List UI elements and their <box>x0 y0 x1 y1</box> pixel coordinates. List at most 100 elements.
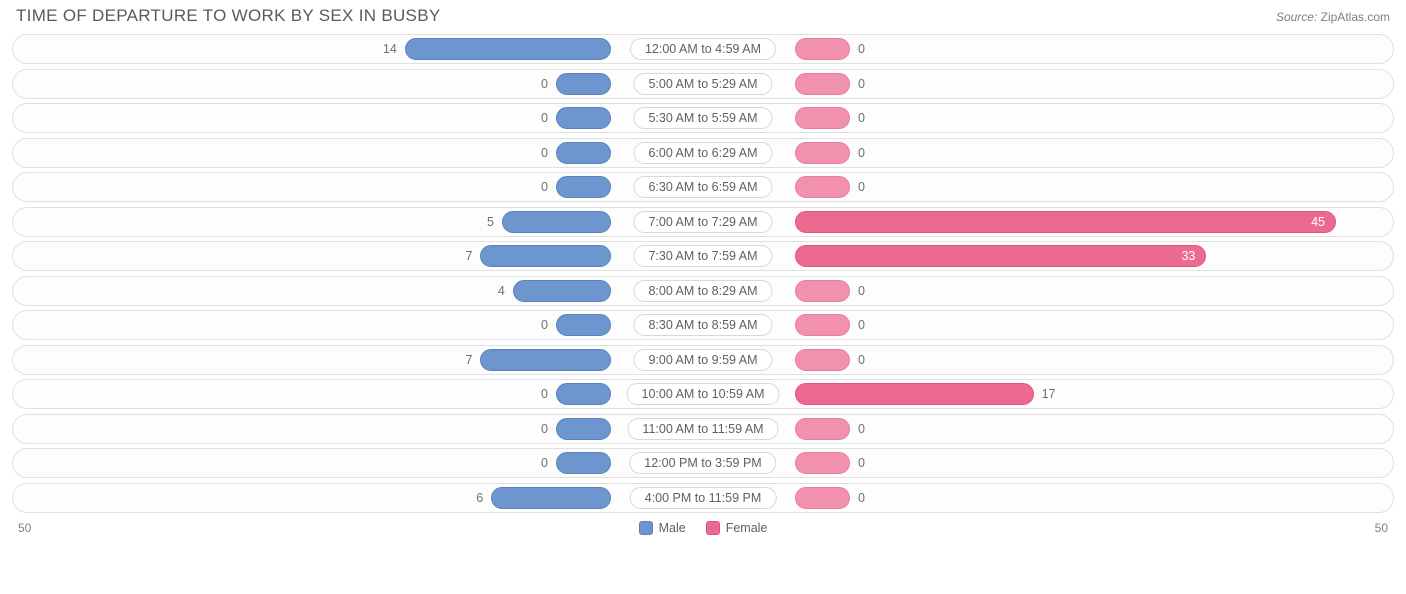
female-bar <box>795 280 850 302</box>
female-value: 33 <box>1171 249 1205 263</box>
male-bar <box>480 245 611 267</box>
male-value: 6 <box>468 491 491 505</box>
male-side: 4 <box>13 277 703 305</box>
chart-title: TIME OF DEPARTURE TO WORK BY SEX IN BUSB… <box>16 6 440 26</box>
male-side: 6 <box>13 484 703 512</box>
chart-row: 0 0 12:00 PM to 3:59 PM <box>12 448 1394 478</box>
male-bar <box>556 142 611 164</box>
male-bar <box>491 487 611 509</box>
female-bar <box>795 142 850 164</box>
male-bar <box>556 176 611 198</box>
category-label: 5:30 AM to 5:59 AM <box>633 107 772 129</box>
male-value: 0 <box>533 77 556 91</box>
female-bar: 45 <box>795 211 1336 233</box>
female-value: 0 <box>850 146 873 160</box>
female-side: 0 <box>703 70 1393 98</box>
female-value: 0 <box>850 180 873 194</box>
chart-row: 5457:00 AM to 7:29 AM <box>12 207 1394 237</box>
chart-row: 7337:30 AM to 7:59 AM <box>12 241 1394 271</box>
category-label: 6:00 AM to 6:29 AM <box>633 142 772 164</box>
male-side: 0 <box>13 173 703 201</box>
male-side: 7 <box>13 346 703 374</box>
female-side: 0 <box>703 277 1393 305</box>
male-side: 0 <box>13 415 703 443</box>
chart-row: 0 0 6:00 AM to 6:29 AM <box>12 138 1394 168</box>
male-bar <box>556 418 611 440</box>
male-side: 0 <box>13 311 703 339</box>
source-label: Source: <box>1276 10 1317 24</box>
female-bar <box>795 73 850 95</box>
category-label: 11:00 AM to 11:59 AM <box>627 418 778 440</box>
category-label: 12:00 PM to 3:59 PM <box>629 452 776 474</box>
female-bar <box>795 487 850 509</box>
male-side: 14 <box>13 35 703 63</box>
female-bar <box>795 349 850 371</box>
chart-row: 005:00 AM to 5:29 AM <box>12 69 1394 99</box>
female-value: 0 <box>850 456 873 470</box>
male-bar <box>556 452 611 474</box>
female-value: 0 <box>850 318 873 332</box>
male-side: 0 <box>13 139 703 167</box>
female-side: 0 <box>703 311 1393 339</box>
male-side: 5 <box>13 208 703 236</box>
male-value: 0 <box>533 111 556 125</box>
male-value: 0 <box>533 422 556 436</box>
female-side: 33 <box>703 242 1393 270</box>
female-bar <box>795 452 850 474</box>
female-value: 0 <box>850 42 873 56</box>
male-bar <box>556 107 611 129</box>
female-bar: 33 <box>795 245 1206 267</box>
male-side: 0 <box>13 380 703 408</box>
category-label: 8:30 AM to 8:59 AM <box>633 314 772 336</box>
male-value: 4 <box>490 284 513 298</box>
male-value: 0 <box>533 318 556 332</box>
female-value: 0 <box>850 491 873 505</box>
female-value: 0 <box>850 422 873 436</box>
female-side: 0 <box>703 35 1393 63</box>
female-bar <box>795 314 850 336</box>
male-bar <box>513 280 611 302</box>
category-label: 6:30 AM to 6:59 AM <box>633 176 772 198</box>
category-label: 10:00 AM to 10:59 AM <box>627 383 780 405</box>
male-value: 7 <box>457 249 480 263</box>
chart-row: 14012:00 AM to 4:59 AM <box>12 34 1394 64</box>
legend-female: Female <box>706 521 768 535</box>
male-value: 0 <box>533 146 556 160</box>
male-bar <box>502 211 611 233</box>
legend-female-swatch <box>706 521 720 535</box>
legend-female-label: Female <box>726 521 768 535</box>
female-value: 17 <box>1034 387 1064 401</box>
female-value: 45 <box>1301 215 1335 229</box>
female-bar <box>795 176 850 198</box>
female-side: 45 <box>703 208 1393 236</box>
male-side: 0 <box>13 104 703 132</box>
female-side: 0 <box>703 484 1393 512</box>
legend-male: Male <box>639 521 686 535</box>
female-side: 0 <box>703 173 1393 201</box>
female-bar <box>795 38 850 60</box>
female-side: 0 <box>703 346 1393 374</box>
male-side: 0 <box>13 70 703 98</box>
category-label: 4:00 PM to 11:59 PM <box>630 487 777 509</box>
male-value: 0 <box>533 180 556 194</box>
female-side: 0 <box>703 449 1393 477</box>
category-label: 8:00 AM to 8:29 AM <box>633 280 772 302</box>
male-bar <box>556 73 611 95</box>
axis-right-max: 50 <box>1375 521 1388 535</box>
tornado-chart: 14012:00 AM to 4:59 AM005:00 AM to 5:29 … <box>10 34 1396 513</box>
male-value: 14 <box>375 42 405 56</box>
chart-row: 0 0 8:30 AM to 8:59 AM <box>12 310 1394 340</box>
chart-row: 6 0 4:00 PM to 11:59 PM <box>12 483 1394 513</box>
male-bar <box>405 38 611 60</box>
female-side: 0 <box>703 104 1393 132</box>
male-value: 5 <box>479 215 502 229</box>
chart-source: Source: ZipAtlas.com <box>1276 10 1390 24</box>
male-value: 7 <box>457 353 480 367</box>
source-value: ZipAtlas.com <box>1321 10 1390 24</box>
male-bar <box>556 383 611 405</box>
chart-footer: 50 Male Female 50 <box>10 517 1396 535</box>
male-value: 0 <box>533 456 556 470</box>
female-value: 0 <box>850 284 873 298</box>
female-bar <box>795 107 850 129</box>
chart-row: 0 17 10:00 AM to 10:59 AM <box>12 379 1394 409</box>
